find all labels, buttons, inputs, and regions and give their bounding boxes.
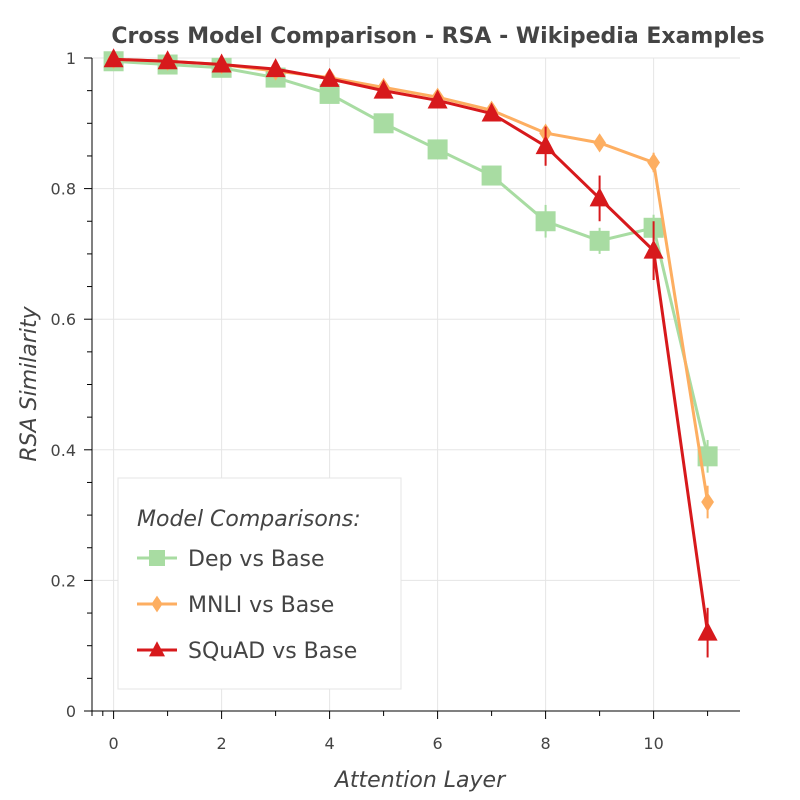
triangle-marker (211, 53, 232, 73)
series-line (113, 57, 710, 633)
square-marker (319, 83, 340, 104)
x-tick-label: 8 (541, 734, 551, 753)
triangle-marker (481, 102, 502, 122)
series-layer (103, 48, 718, 658)
legend-title: Model Comparisons: (137, 507, 361, 532)
triangle-marker (589, 187, 610, 207)
legend-label: MNLI vs Base (188, 593, 334, 618)
y-tick-label: 0.6 (51, 310, 76, 329)
square-marker (589, 230, 610, 251)
diamond-marker (593, 133, 606, 153)
y-tick-label: 1 (66, 49, 76, 68)
legend-item: SQuAD vs Base (137, 639, 357, 664)
series-dep-vs-base (103, 51, 718, 473)
x-tick-label: 6 (433, 734, 443, 753)
legend: Model Comparisons: Dep vs Base MNLI vs Ba… (117, 477, 402, 690)
y-tick-label: 0 (66, 702, 76, 721)
legend-label: Dep vs Base (188, 547, 324, 572)
y-axis-label: RSA Similarity (17, 305, 42, 461)
series-squad-vs-base (103, 48, 718, 658)
axis-ticks: 0 2 4 6 8 10 0 0.2 0.4 0.6 0.8 1 (51, 49, 709, 753)
square-marker (481, 165, 502, 186)
diamond-marker (701, 492, 714, 512)
triangle-marker (319, 67, 340, 87)
diamond-marker (647, 152, 660, 173)
square-marker (535, 211, 556, 232)
y-tick-label: 0.2 (51, 571, 76, 590)
triangle-marker (149, 641, 165, 657)
triangle-marker (157, 50, 178, 70)
square-marker (373, 113, 394, 134)
triangle-marker (265, 58, 286, 78)
legend-items: Dep vs Base MNLI vs Base SQuAD vs Base (137, 547, 357, 664)
diamond-marker (151, 595, 163, 613)
chart-title: Cross Model Comparison - RSA - Wikipedia… (111, 24, 764, 49)
x-tick-label: 4 (325, 734, 335, 753)
triangle-marker (427, 89, 448, 109)
series-mnli-vs-base (107, 49, 714, 519)
y-tick-label: 0.4 (51, 441, 76, 460)
triangle-marker (373, 79, 394, 99)
legend-label: SQuAD vs Base (188, 639, 357, 664)
x-tick-label: 10 (643, 734, 663, 753)
legend-box (117, 477, 402, 690)
triangle-marker (697, 621, 718, 641)
y-tick-label: 0.8 (51, 180, 76, 199)
x-axis-label: Attention Layer (333, 768, 507, 793)
square-marker (149, 550, 165, 566)
legend-item: Dep vs Base (137, 547, 324, 572)
triangle-marker (643, 239, 664, 259)
x-tick-label: 2 (217, 734, 227, 753)
triangle-marker (535, 135, 556, 155)
series-line (113, 59, 710, 457)
triangle-marker (103, 48, 124, 68)
square-marker (427, 139, 448, 160)
legend-item: MNLI vs Base (137, 593, 334, 618)
series-line (113, 57, 710, 503)
x-tick-label: 0 (109, 734, 119, 753)
